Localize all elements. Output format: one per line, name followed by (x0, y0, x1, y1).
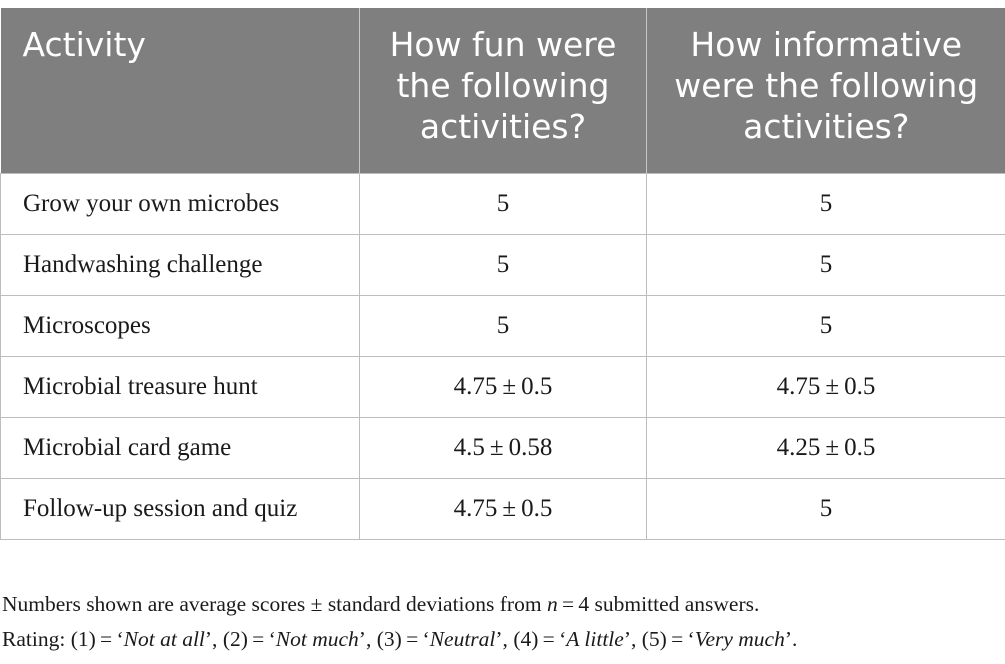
informative-score-cell: 5 (646, 294, 1005, 356)
rating-code: (3) = ‘ (376, 627, 430, 651)
activity-cell: Microbial treasure hunt (0, 355, 360, 417)
rating-label: Not at all (123, 627, 205, 651)
activity-cell: Microbial card game (0, 416, 360, 478)
informative-score-cell: 4.25 ± 0.5 (646, 416, 1005, 478)
table-row: Microbial treasure hunt 4.75 ± 0.5 4.75 … (0, 355, 1005, 417)
fun-score-cell: 5 (359, 294, 647, 356)
rating-label: Not much (275, 627, 359, 651)
table-body: Grow your own microbes 5 5 Handwashing c… (0, 172, 1005, 540)
rating-separator: ’, (358, 627, 377, 651)
fun-score-cell: 4.75 ± 0.5 (359, 355, 647, 417)
fun-score-cell: 5 (359, 233, 647, 295)
fun-score-cell: 4.75 ± 0.5 (359, 477, 647, 540)
informative-score-cell: 5 (646, 477, 1005, 540)
rating-separator: ’, (623, 627, 642, 651)
footnote-method-count: = 4 submitted answers. (557, 592, 760, 616)
table-row: Follow-up session and quiz 4.75 ± 0.5 5 (0, 477, 1005, 540)
activity-ratings-table: Activity How fun were the following acti… (0, 8, 1005, 540)
rating-label: A little (566, 627, 624, 651)
table-row: Microscopes 5 5 (0, 294, 1005, 356)
activity-cell: Microscopes (0, 294, 360, 356)
rating-label: Very much (694, 627, 785, 651)
informative-score-cell: 5 (646, 233, 1005, 295)
table-footnotes: Numbers shown are average scores ± stand… (2, 587, 1002, 657)
header-informative: How informative were the following activ… (646, 8, 1005, 173)
footnote-n-variable: n (546, 592, 558, 616)
results-table-container: Activity How fun were the following acti… (0, 8, 1005, 540)
table-row: Handwashing challenge 5 5 (0, 233, 1005, 295)
rating-code: (1) = ‘ (70, 627, 124, 651)
rating-prefix: Rating: (2, 627, 71, 651)
footnote-rating-scale: Rating: (1) = ‘Not at all’, (2) = ‘Not m… (2, 622, 1002, 657)
rating-code: (4) = ‘ (513, 627, 567, 651)
activity-cell: Handwashing challenge (0, 233, 360, 295)
informative-score-cell: 4.75 ± 0.5 (646, 355, 1005, 417)
table-row: Grow your own microbes 5 5 (0, 172, 1005, 234)
footnote-method: Numbers shown are average scores ± stand… (2, 587, 1002, 622)
informative-score-cell: 5 (646, 172, 1005, 234)
fun-score-cell: 5 (359, 172, 647, 234)
rating-code: (5) = ‘ (641, 627, 695, 651)
rating-label: Neutral (429, 627, 496, 651)
table-header: Activity How fun were the following acti… (0, 8, 1005, 173)
footnote-method-text: Numbers shown are average scores ± stand… (2, 592, 547, 616)
table-row: Microbial card game 4.5 ± 0.58 4.25 ± 0.… (0, 416, 1005, 478)
rating-separator: ’. (784, 627, 798, 651)
activity-cell: Follow-up session and quiz (0, 477, 360, 540)
header-fun: How fun were the following activities? (359, 8, 647, 173)
header-activity: Activity (0, 8, 360, 173)
header-row: Activity How fun were the following acti… (0, 8, 1005, 173)
fun-score-cell: 4.5 ± 0.58 (359, 416, 647, 478)
rating-separator: ’, (204, 627, 223, 651)
rating-code: (2) = ‘ (222, 627, 276, 651)
rating-separator: ’, (495, 627, 514, 651)
activity-cell: Grow your own microbes (0, 172, 360, 234)
